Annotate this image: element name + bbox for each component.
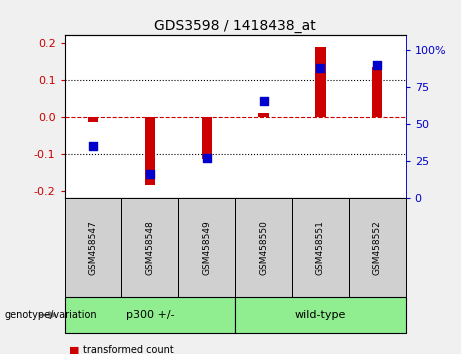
Text: GSM458550: GSM458550 (259, 220, 268, 275)
Bar (88, 117, 98, 122)
Text: GSM458549: GSM458549 (202, 221, 211, 275)
Text: p300 +/-: p300 +/- (125, 310, 174, 320)
Text: GSM458551: GSM458551 (316, 220, 325, 275)
Point (89, 143, 97, 149)
Point (260, 98, 267, 103)
Text: GSM458548: GSM458548 (145, 221, 154, 275)
Text: transformed count: transformed count (83, 346, 174, 354)
Text: wild-type: wild-type (295, 310, 346, 320)
Bar (259, 113, 269, 117)
Bar (372, 67, 382, 117)
Text: GSM458547: GSM458547 (89, 221, 97, 275)
Bar (201, 117, 212, 159)
Text: genotype/variation: genotype/variation (5, 310, 97, 320)
Point (373, 62, 381, 68)
Text: GSM458552: GSM458552 (373, 221, 382, 275)
Bar (315, 46, 325, 117)
Text: ■: ■ (69, 346, 80, 354)
Point (317, 65, 324, 71)
Point (203, 155, 210, 160)
Point (146, 171, 154, 177)
Bar (145, 117, 155, 185)
Title: GDS3598 / 1418438_at: GDS3598 / 1418438_at (154, 19, 316, 33)
